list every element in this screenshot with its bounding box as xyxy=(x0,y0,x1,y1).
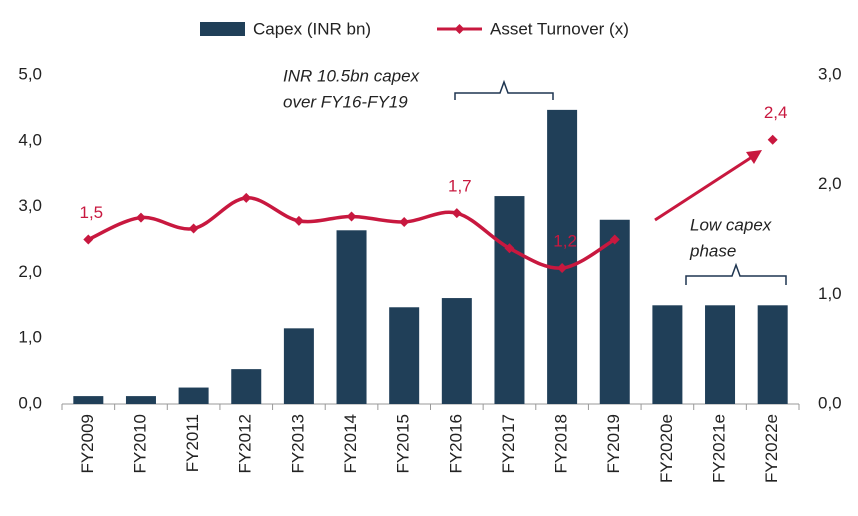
y-tick-label: 2,0 xyxy=(18,262,42,281)
y-tick-label: 0,0 xyxy=(18,393,42,412)
x-tick-label: FY2016 xyxy=(446,414,465,474)
bar xyxy=(494,196,525,404)
marker xyxy=(135,212,146,223)
marker xyxy=(293,215,304,226)
y2-tick-label: 1,0 xyxy=(818,284,842,303)
annotation: INR 10.5bn capex xyxy=(283,66,420,85)
bar xyxy=(652,305,683,404)
annotation: over FY16-FY19 xyxy=(283,92,408,111)
y-tick-label: 3,0 xyxy=(18,196,42,215)
annotation: phase xyxy=(689,241,736,260)
marker xyxy=(451,208,462,219)
marker xyxy=(767,134,778,145)
x-tick-label: FY2018 xyxy=(552,414,571,474)
y2-tick-label: 3,0 xyxy=(818,64,842,83)
x-tick-label: FY2015 xyxy=(394,414,413,474)
marker xyxy=(83,234,94,245)
arrow xyxy=(654,155,753,222)
marker xyxy=(188,223,199,234)
legend-marker xyxy=(454,24,465,34)
y-tick-label: 5,0 xyxy=(18,64,42,83)
bar xyxy=(757,305,788,404)
bar xyxy=(705,305,736,404)
bar xyxy=(231,369,262,404)
bracket xyxy=(454,79,554,100)
y-tick-label: 4,0 xyxy=(18,130,42,149)
bar xyxy=(125,396,156,404)
data-label: 2,4 xyxy=(764,103,788,122)
x-tick-label: FY2013 xyxy=(288,414,307,474)
x-tick-label: FY2012 xyxy=(236,414,255,474)
marker xyxy=(504,243,515,254)
bar xyxy=(547,109,578,405)
bar xyxy=(441,298,472,404)
x-tick-label: FY2022e xyxy=(762,414,781,483)
y-tick-label: 1,0 xyxy=(18,328,42,347)
x-tick-label: FY2011 xyxy=(183,414,202,472)
marker xyxy=(399,216,410,227)
bar xyxy=(389,307,420,404)
x-tick-label: FY2009 xyxy=(78,414,97,474)
marker xyxy=(609,234,620,245)
data-label: 1,2 xyxy=(553,231,577,250)
y2-tick-label: 2,0 xyxy=(818,174,842,193)
legend-label: Asset Turnover (x) xyxy=(490,19,629,38)
bracket xyxy=(685,262,787,285)
legend-swatch-bar xyxy=(200,22,245,36)
bar xyxy=(283,328,314,404)
x-tick-label: FY2014 xyxy=(341,414,360,474)
bar xyxy=(178,387,209,404)
bar xyxy=(599,219,630,404)
data-label: 1,5 xyxy=(80,203,104,222)
x-tick-label: FY2021e xyxy=(710,414,729,483)
marker xyxy=(346,211,357,222)
marker xyxy=(241,192,252,203)
bar xyxy=(336,230,367,404)
legend-label: Capex (INR bn) xyxy=(253,19,371,38)
marker xyxy=(557,263,568,274)
data-label: 1,7 xyxy=(448,177,472,196)
bar xyxy=(73,396,104,404)
arrow-head xyxy=(746,150,762,164)
x-tick-label: FY2010 xyxy=(130,414,149,474)
x-tick-label: FY2020e xyxy=(657,414,676,483)
x-tick-label: FY2017 xyxy=(499,414,518,474)
y2-tick-label: 0,0 xyxy=(818,393,842,412)
x-tick-label: FY2019 xyxy=(604,414,623,474)
annotation: Low capex xyxy=(690,215,772,234)
